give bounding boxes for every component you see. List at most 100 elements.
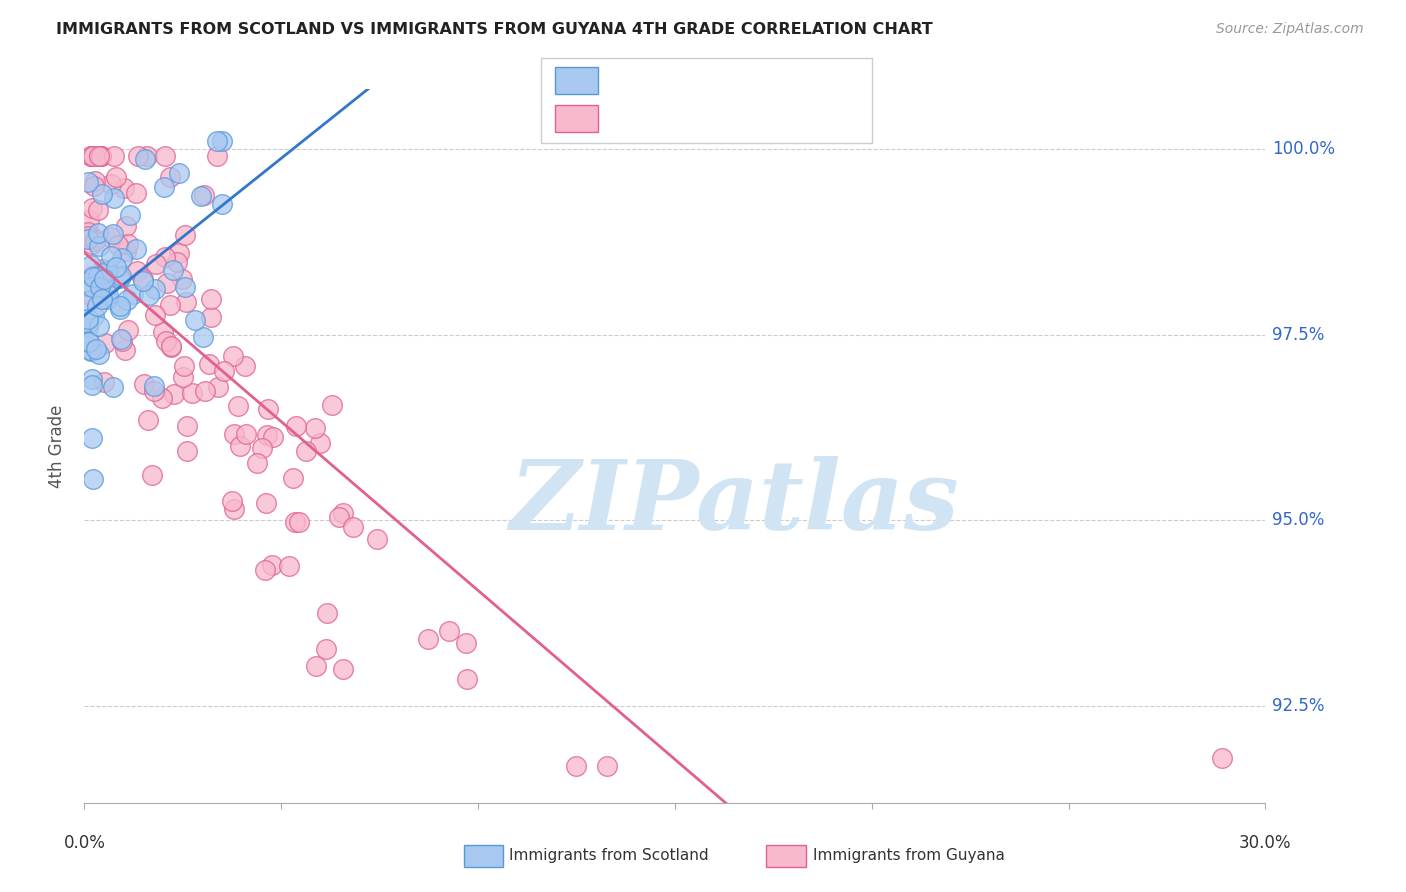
Point (176, 418, 198, 433)
Point (111, 334, 134, 349)
Text: 30.0%: 30.0% (1239, 834, 1292, 852)
Point (80, 149, 103, 163)
Point (160, 339, 183, 353)
Point (91, 261, 114, 276)
Point (211, 134, 233, 148)
Point (155, 334, 177, 349)
Point (77, 225, 100, 239)
Point (250, 442, 273, 456)
Point (77, 212, 100, 227)
Point (246, 456, 269, 470)
Point (121, 287, 143, 301)
Point (132, 272, 155, 286)
Point (235, 427, 257, 442)
Point (332, 506, 354, 520)
Point (190, 189, 212, 203)
Point (82, 291, 104, 305)
Point (309, 436, 332, 450)
Point (93, 272, 115, 286)
Point (83, 174, 105, 188)
Point (153, 250, 176, 264)
Text: Immigrants from Scotland: Immigrants from Scotland (509, 848, 709, 863)
Point (125, 264, 148, 278)
Point (233, 359, 256, 373)
Point (114, 343, 136, 357)
Point (222, 427, 245, 442)
Point (159, 298, 181, 312)
Point (115, 244, 138, 258)
Point (166, 255, 188, 269)
Point (142, 378, 165, 392)
Text: ZIPatlas: ZIPatlas (509, 456, 959, 550)
Point (90, 149, 112, 163)
Point (152, 325, 174, 339)
Point (198, 357, 221, 371)
Point (96, 292, 118, 306)
Point (222, 349, 245, 363)
Point (156, 276, 179, 290)
Point (87, 227, 110, 241)
Point (316, 606, 339, 620)
Point (87, 347, 110, 361)
Point (77, 175, 100, 189)
Point (77, 232, 100, 246)
Point (1211, 751, 1233, 765)
Point (200, 310, 222, 324)
Point (86, 299, 108, 313)
Text: IMMIGRANTS FROM SCOTLAND VS IMMIGRANTS FROM GUYANA 4TH GRADE CORRELATION CHART: IMMIGRANTS FROM SCOTLAND VS IMMIGRANTS F… (56, 22, 934, 37)
Point (96, 264, 118, 278)
Point (94, 335, 117, 350)
Point (77, 229, 100, 244)
Point (173, 280, 195, 294)
Point (82, 268, 104, 283)
Point (136, 149, 159, 163)
Point (304, 421, 326, 435)
Point (110, 251, 132, 265)
Point (89, 280, 111, 294)
Point (288, 515, 311, 529)
Point (79, 343, 101, 357)
Point (132, 377, 155, 392)
Text: 100.0%: 100.0% (1272, 140, 1336, 158)
Point (226, 399, 249, 413)
Point (83, 232, 105, 246)
Point (180, 386, 202, 401)
Point (138, 413, 160, 427)
Point (200, 292, 222, 306)
Point (79, 149, 101, 163)
Point (83, 234, 105, 248)
Point (328, 509, 350, 524)
Point (77, 334, 100, 349)
Point (315, 642, 337, 657)
Point (90, 149, 112, 163)
Point (167, 166, 190, 180)
Point (82, 236, 104, 251)
Point (110, 332, 132, 346)
Point (77, 278, 100, 293)
Point (105, 170, 128, 185)
Point (90, 293, 112, 307)
Point (77, 316, 100, 330)
Point (125, 186, 148, 201)
Point (89, 149, 111, 163)
Point (84, 342, 107, 356)
Point (256, 427, 278, 442)
Point (454, 636, 477, 650)
Point (80, 344, 103, 359)
Point (176, 443, 198, 458)
Point (284, 419, 307, 434)
Point (173, 359, 195, 374)
Point (103, 149, 125, 163)
Point (107, 237, 129, 252)
Point (127, 149, 149, 163)
Y-axis label: 4th Grade: 4th Grade (48, 404, 66, 488)
Text: Immigrants from Guyana: Immigrants from Guyana (813, 848, 1004, 863)
Point (304, 658, 326, 673)
Text: 95.0%: 95.0% (1272, 511, 1324, 529)
Point (278, 559, 301, 574)
Point (98, 277, 121, 292)
Text: 92.5%: 92.5% (1272, 698, 1324, 715)
Point (103, 191, 125, 205)
Point (211, 197, 233, 211)
Point (229, 439, 252, 453)
